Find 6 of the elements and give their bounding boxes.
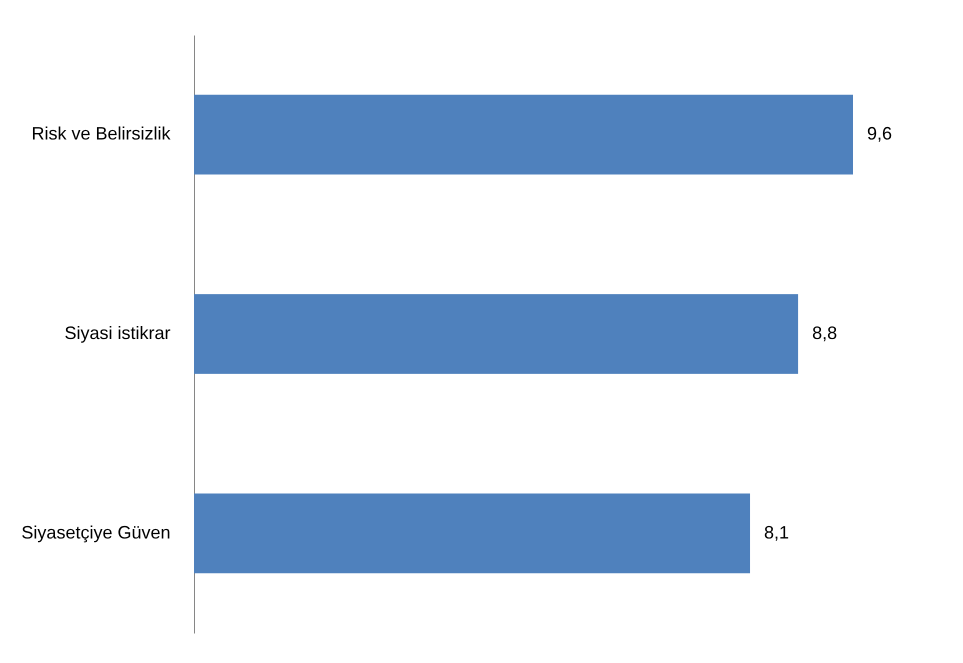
data-label: 8,8 — [812, 323, 838, 343]
data-label: 8,1 — [764, 522, 790, 542]
y-tick-label: Siyasetçiye Güven — [21, 522, 170, 542]
data-label: 9,6 — [867, 124, 892, 144]
y-tick-label: Risk ve Belirsizlik — [31, 124, 172, 144]
y-tick-label: Siyasi istikrar — [64, 323, 171, 343]
